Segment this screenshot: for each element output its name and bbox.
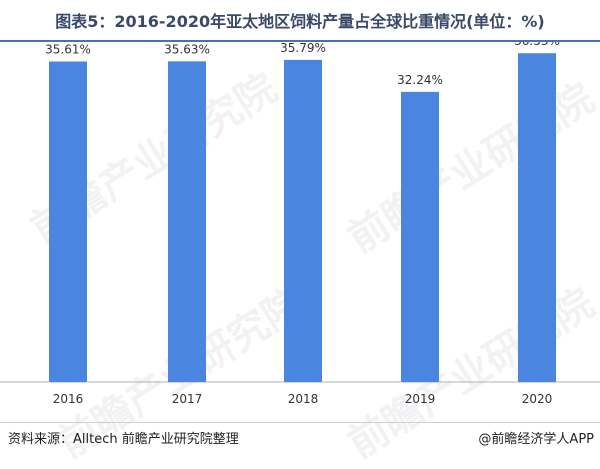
value-label-2019: 32.24% — [397, 73, 443, 87]
value-labels-layer: 35.61% 35.63% 35.79% 32.24% 36.53% — [45, 42, 560, 87]
bar-2018 — [284, 59, 322, 382]
x-tick-label-2019: 2019 — [405, 392, 436, 406]
bar-2019 — [401, 91, 439, 382]
value-label-2017: 35.63% — [164, 42, 210, 56]
footer-divider — [0, 422, 600, 423]
bar-2017 — [168, 61, 206, 382]
bar-2020 — [518, 53, 556, 382]
source-note: 资料来源：Alltech 前瞻产业研究院整理 — [8, 432, 239, 447]
title-divider — [0, 40, 600, 42]
x-tick-label-2020: 2020 — [522, 392, 553, 406]
x-tick-label-2016: 2016 — [53, 392, 84, 406]
bar-chart: 35.61%35.63%35.79%32.24%36.53% 201620172… — [0, 42, 600, 406]
bar-2016 — [49, 61, 87, 382]
x-tick-label-2017: 2017 — [172, 392, 203, 406]
x-tick-label-2018: 2018 — [288, 392, 319, 406]
value-label-2018: 35.79% — [280, 42, 326, 55]
brand-credit: @前瞻经济学人APP — [478, 432, 594, 447]
bars-layer — [49, 53, 556, 382]
value-label-2016: 35.61% — [45, 43, 91, 57]
x-tick-labels-layer: 2016 2017 2018 2019 2020 — [53, 392, 553, 406]
chart-title: 图表5：2016-2020年亚太地区饲料产量占全球比重情况(单位：%) — [55, 12, 545, 31]
value-label-2020: 36.53% — [514, 42, 560, 48]
